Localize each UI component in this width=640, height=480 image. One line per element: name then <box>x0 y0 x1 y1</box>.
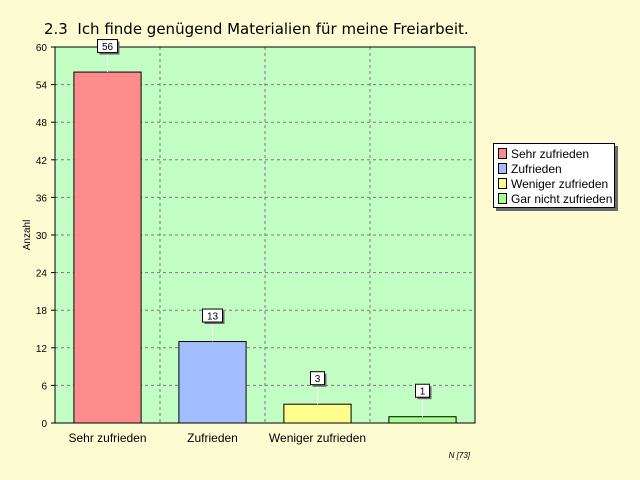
grid-lines <box>55 47 475 423</box>
legend-item: Gar nicht zufrieden <box>494 191 614 206</box>
bar <box>283 403 352 424</box>
data-labels: 56 13 3 1 <box>97 39 432 417</box>
data-label: 56 <box>102 42 114 53</box>
legend-label: Sehr zufrieden <box>511 146 590 161</box>
y-tick-label: 60 <box>36 43 48 54</box>
bar <box>178 341 247 424</box>
y-tick-label: 12 <box>36 344 48 355</box>
x-category-label: Zufrieden <box>187 431 238 445</box>
legend-item: Zufrieden <box>494 161 614 176</box>
legend-item: Sehr zufrieden <box>494 146 614 161</box>
legend-swatch <box>498 148 507 159</box>
y-tick-label: 54 <box>36 81 48 92</box>
bars <box>73 71 457 424</box>
data-label-box <box>415 383 430 398</box>
y-tick-label: 48 <box>36 118 48 129</box>
data-label-box <box>97 39 118 54</box>
x-axis-labels: Sehr zufrieden Zufrieden Weniger zufrieden <box>68 431 366 445</box>
legend: Sehr zufrieden Zufrieden Weniger zufrieden… <box>493 143 615 208</box>
y-tick-label: 36 <box>36 193 48 204</box>
y-tick-label: 6 <box>41 381 47 392</box>
y-axis-label: Anzahl <box>22 220 33 251</box>
y-axis-ticks: 0 6 12 18 24 30 36 42 48 54 60 <box>36 43 55 430</box>
bar <box>388 416 457 424</box>
y-tick-label: 0 <box>41 419 47 430</box>
x-category-label: Weniger zufrieden <box>269 431 366 445</box>
x-category-label: Sehr zufrieden <box>68 431 146 445</box>
data-label-box <box>310 371 325 386</box>
data-label-box <box>202 308 223 323</box>
legend-label: Gar nicht zufrieden <box>511 191 613 206</box>
legend-label: Weniger zufrieden <box>511 176 609 191</box>
y-tick-label: 24 <box>36 269 48 280</box>
bar <box>73 71 142 424</box>
legend-item: Weniger zufrieden <box>494 176 614 191</box>
sample-size-note: N [73] <box>449 451 471 460</box>
legend-label: Zufrieden <box>511 161 562 176</box>
legend-swatch <box>498 193 507 204</box>
y-tick-label: 30 <box>36 231 48 242</box>
data-label: 3 <box>315 374 321 385</box>
legend-swatch <box>498 163 507 174</box>
legend-swatch <box>498 178 507 189</box>
y-tick-label: 18 <box>36 306 48 317</box>
data-label: 1 <box>420 387 426 398</box>
y-tick-label: 42 <box>36 156 48 167</box>
data-label: 13 <box>207 312 219 323</box>
chart-title: 2.3 Ich finde genügend Materialien für m… <box>44 20 469 38</box>
